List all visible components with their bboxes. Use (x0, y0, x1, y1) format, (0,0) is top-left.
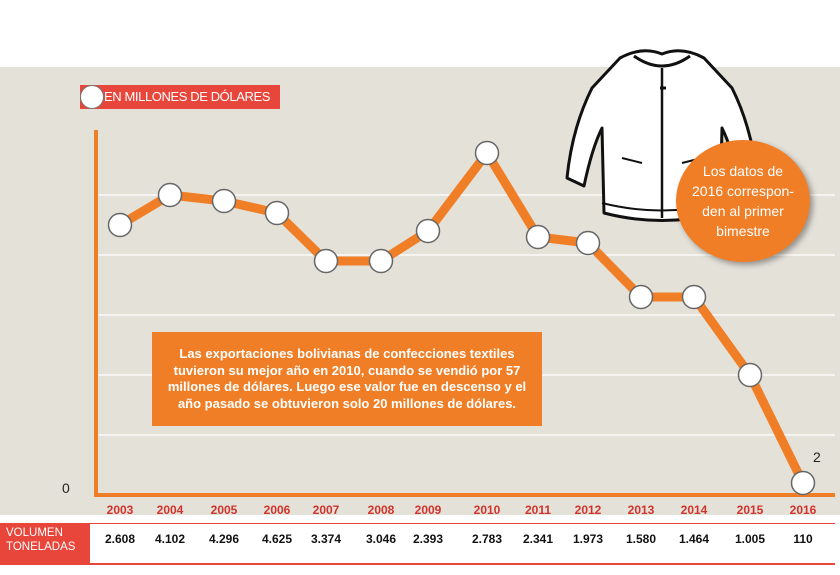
data-point-2007 (313, 248, 339, 274)
volume-value-2011: 2.341 (522, 532, 554, 546)
data-point-2010 (474, 140, 500, 166)
bimestre-callout: Los datos de 2016 correspon-den al prime… (676, 140, 810, 262)
circle-marker-icon (80, 85, 104, 109)
volume-label-line1: VOLUMEN (6, 527, 63, 539)
year-label-2010: 2010 (473, 503, 501, 517)
volume-value-2008: 3.046 (365, 532, 397, 546)
data-point-2004 (157, 182, 183, 208)
year-label-2011: 2011 (524, 503, 552, 517)
volume-value-2006: 4.625 (261, 532, 293, 546)
data-point-2016 (790, 470, 816, 496)
year-label-2012: 2012 (574, 503, 602, 517)
year-label-2003: 2003 (106, 503, 134, 517)
volume-value-2013: 1.580 (625, 532, 657, 546)
volume-label-line2: TONELADAS (6, 540, 76, 553)
volume-row-label: VOLUMEN TONELADAS (0, 523, 90, 563)
volume-row-bottom-line (0, 563, 835, 565)
year-label-2013: 2013 (627, 503, 655, 517)
volume-value-2014: 1.464 (678, 532, 710, 546)
data-point-2015 (737, 362, 763, 388)
volume-value-2005: 4.296 (208, 532, 240, 546)
volume-value-2016: 110 (793, 532, 813, 546)
volume-value-2009: 2.393 (412, 532, 444, 546)
data-point-2003 (107, 212, 133, 238)
year-label-2004: 2004 (156, 503, 184, 517)
year-label-2007: 2007 (312, 503, 340, 517)
summary-note: Las exportaciones bolivianas de confecci… (152, 332, 542, 426)
year-label-2006: 2006 (263, 503, 291, 517)
year-label-2005: 2005 (210, 503, 238, 517)
data-point-2009 (415, 218, 441, 244)
volume-value-2015: 1.005 (734, 532, 766, 546)
data-point-2005 (211, 188, 237, 214)
data-point-2012 (575, 230, 601, 256)
volume-value-2003: 2.608 (104, 532, 136, 546)
volume-value-2010: 2.783 (471, 532, 503, 546)
data-point-2014 (681, 284, 707, 310)
legend-tag (80, 85, 280, 109)
volume-value-2007: 3.374 (310, 532, 342, 546)
year-label-2015: 2015 (736, 503, 764, 517)
volume-row-divider (90, 523, 835, 524)
data-point-2011 (525, 224, 551, 250)
data-point-2006 (264, 200, 290, 226)
y-axis-zero-label: 0 (62, 480, 70, 496)
chart-title: EN MILLONES DE DÓLARES (104, 89, 271, 104)
volume-value-2012: 1.973 (572, 532, 604, 546)
year-label-2016: 2016 (789, 503, 817, 517)
data-point-2008 (368, 248, 394, 274)
volume-value-2004: 4.102 (154, 532, 186, 546)
year-label-2014: 2014 (680, 503, 708, 517)
year-label-2008: 2008 (367, 503, 395, 517)
data-point-2013 (628, 284, 654, 310)
last-point-label: 2 (813, 449, 821, 465)
year-label-2009: 2009 (414, 503, 442, 517)
